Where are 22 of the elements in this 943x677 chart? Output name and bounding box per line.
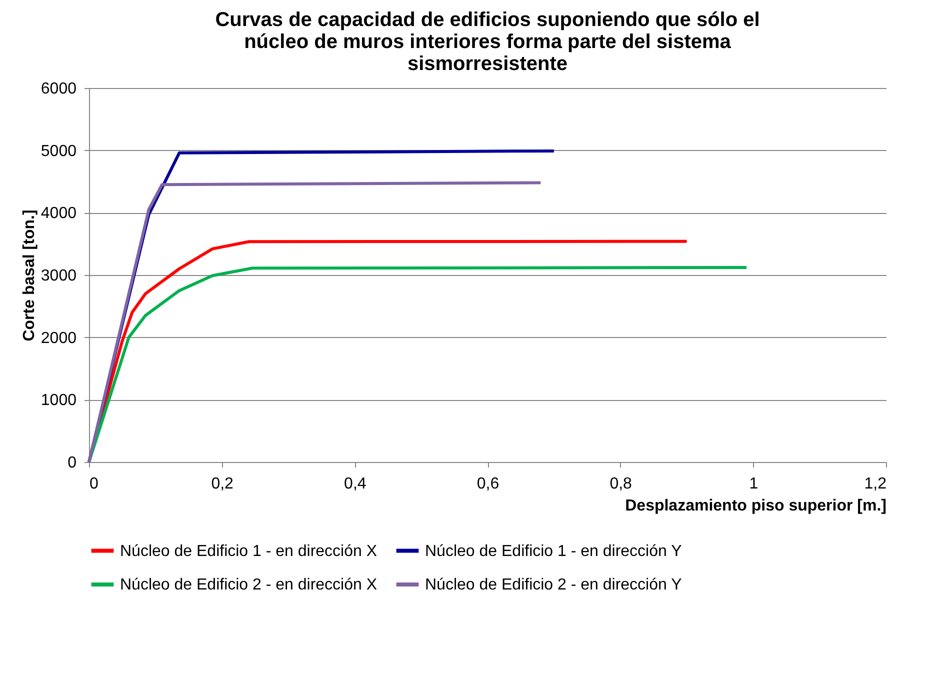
y-tick-label: 6000: [40, 80, 77, 98]
line-series: [88, 266, 748, 464]
x-tick-label: 1,2: [864, 476, 887, 492]
x-axis-title: Desplazamiento piso superior [m.]: [625, 498, 886, 514]
x-tick-label: 0,4: [344, 476, 366, 492]
chart-title: Curvas de capacidad de edificios suponiendo que sólo el núcleo de muros interiores forma parte del sistema sismorresistente: [215, 9, 760, 75]
legend-label: Núcleo de Edificio 2 - en dirección Y: [425, 576, 682, 594]
legend-label: Núcleo de Edificio 1 - en dirección Y: [425, 542, 682, 560]
legend-label: Núcleo de Edificio 1 - en dirección X: [120, 542, 378, 560]
y-tick-label: 5000: [40, 142, 77, 160]
y-tick-label: 2000: [40, 330, 77, 347]
y-tick-label: 0: [68, 454, 77, 472]
x-tick-label: 0: [90, 476, 98, 492]
y-tick-label: 3000: [40, 268, 77, 284]
y-tick-label: 1000: [40, 392, 77, 410]
y-tick-label: 4000: [40, 205, 77, 222]
x-tick-label: 0,8: [610, 476, 632, 492]
x-tick-label: 0,2: [211, 476, 234, 492]
legend-label: Núcleo de Edificio 2 - en dirección X: [120, 576, 378, 594]
x-tick-label: 0,6: [476, 476, 500, 492]
x-tick-label: 1: [749, 476, 758, 492]
y-axis-title: Corte basal [ton.]: [20, 210, 38, 342]
